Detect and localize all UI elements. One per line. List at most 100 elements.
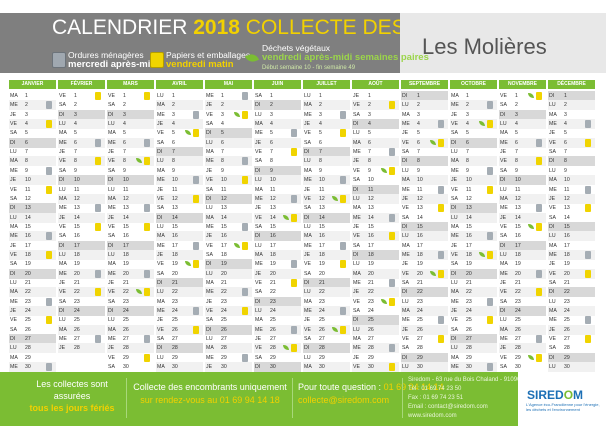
day-name: ME xyxy=(451,364,459,371)
grey-bin-icon xyxy=(585,185,591,194)
day-number: 17 xyxy=(368,242,374,249)
day-number: 19 xyxy=(221,261,227,268)
grey-bin-icon xyxy=(144,335,150,344)
day-number: 19 xyxy=(368,261,374,268)
day-number: 27 xyxy=(368,336,374,343)
day-number: 11 xyxy=(270,186,276,193)
day-name: MA xyxy=(304,233,312,240)
day-cell: LU 8 xyxy=(303,156,350,168)
yellow-bin-icon xyxy=(389,101,395,110)
day-number: 28 xyxy=(74,345,80,352)
yellow-bin-icon xyxy=(487,250,493,259)
day-name: LU xyxy=(402,364,409,371)
day-cell: VE 8 xyxy=(107,156,154,168)
day-name: JE xyxy=(353,354,360,361)
day-cell: ME 12 xyxy=(254,193,301,205)
day-name: ME xyxy=(304,242,312,249)
day-number: 7 xyxy=(417,149,420,156)
day-cell: ME 16 xyxy=(450,231,497,243)
day-number: 1 xyxy=(25,93,28,99)
day-number: 3 xyxy=(368,111,371,118)
day-number: 29 xyxy=(270,354,276,361)
day-cell: LU 12 xyxy=(352,193,399,205)
day-cell: VE 6 xyxy=(548,137,595,149)
legend-household: Ordures ménagères mercredi après-midi xyxy=(68,50,159,70)
day-number: 24 xyxy=(74,308,80,315)
day-name: LU xyxy=(157,158,164,165)
day-name: VE xyxy=(451,317,458,324)
day-cell: DI 22 xyxy=(401,287,448,299)
day-number: 17 xyxy=(466,242,472,249)
day-number: 14 xyxy=(417,214,423,221)
day-cell: DI 24 xyxy=(499,306,546,318)
leaf-icon xyxy=(528,93,534,98)
day-number: 9 xyxy=(74,167,77,174)
day-name: ME xyxy=(451,167,459,174)
day-cell: ME 10 xyxy=(156,175,203,187)
yellow-bin-icon xyxy=(438,335,444,344)
day-number: 30 xyxy=(123,364,129,371)
day-name: VE xyxy=(10,186,17,193)
yellow-bin-icon xyxy=(150,52,164,68)
footer-question: Pour toute question : xyxy=(298,382,382,392)
day-cell: JE 18 xyxy=(303,249,350,261)
yellow-bin-icon xyxy=(536,288,542,297)
day-name: DI xyxy=(108,242,114,249)
day-number: 7 xyxy=(564,149,567,156)
day-cell: DI 22 xyxy=(548,287,595,299)
day-number: 27 xyxy=(25,336,31,343)
month-header: JUIN xyxy=(254,80,301,89)
day-cell: LU 4 xyxy=(107,119,154,131)
footer-email[interactable]: collecte@siredom.com xyxy=(298,395,390,405)
day-name: JE xyxy=(353,223,360,230)
day-name: LU xyxy=(353,326,360,333)
day-number: 24 xyxy=(25,308,31,315)
day-number: 25 xyxy=(417,317,423,324)
day-name: JE xyxy=(10,308,17,315)
month-header: SEPTEMBRE xyxy=(401,80,448,89)
day-name: ME xyxy=(108,139,116,146)
day-number: 8 xyxy=(270,158,273,165)
day-name: ME xyxy=(255,326,263,333)
grey-bin-icon xyxy=(389,279,395,287)
day-number: 14 xyxy=(515,214,521,221)
leaf-icon xyxy=(234,242,240,248)
day-number: 10 xyxy=(270,177,276,184)
day-number: 4 xyxy=(123,121,126,128)
day-name: VE xyxy=(353,102,360,109)
day-number: 27 xyxy=(466,336,472,343)
day-number: 8 xyxy=(319,158,322,165)
day-name: MA xyxy=(10,93,18,99)
day-cell: LU 6 xyxy=(205,137,252,149)
day-name: SA xyxy=(108,102,115,109)
day-name: SA xyxy=(206,121,213,128)
day-number: 2 xyxy=(25,102,28,109)
legend-household-label: Ordures ménagères xyxy=(68,50,144,60)
day-number: 8 xyxy=(564,158,567,165)
day-number: 25 xyxy=(221,317,227,324)
day-cell: VE 8 xyxy=(58,156,105,168)
day-number: 30 xyxy=(564,364,570,371)
day-name: ME xyxy=(304,177,312,184)
yellow-bin-icon xyxy=(536,92,542,100)
day-name: JE xyxy=(304,121,311,128)
day-number: 26 xyxy=(466,326,472,333)
day-cell: ME 18 xyxy=(401,249,448,261)
grey-bin-icon xyxy=(95,269,101,278)
day-number: 20 xyxy=(466,270,472,277)
day-cell: DI 18 xyxy=(352,249,399,261)
day-name: LU xyxy=(304,289,311,296)
day-name: LU xyxy=(59,251,66,258)
day-number: 4 xyxy=(221,121,224,128)
day-number: 26 xyxy=(319,326,325,333)
day-name: ME xyxy=(304,111,312,118)
day-name: ME xyxy=(451,102,459,109)
day-number: 18 xyxy=(515,251,521,258)
day-number: 7 xyxy=(466,149,469,156)
day-cell: MA 2 xyxy=(156,100,203,112)
grey-bin-icon xyxy=(487,101,493,110)
day-name: SA xyxy=(255,354,262,361)
day-name: DI xyxy=(304,214,310,221)
day-cell: VE 29 xyxy=(499,353,546,364)
day-name: JE xyxy=(206,364,213,371)
